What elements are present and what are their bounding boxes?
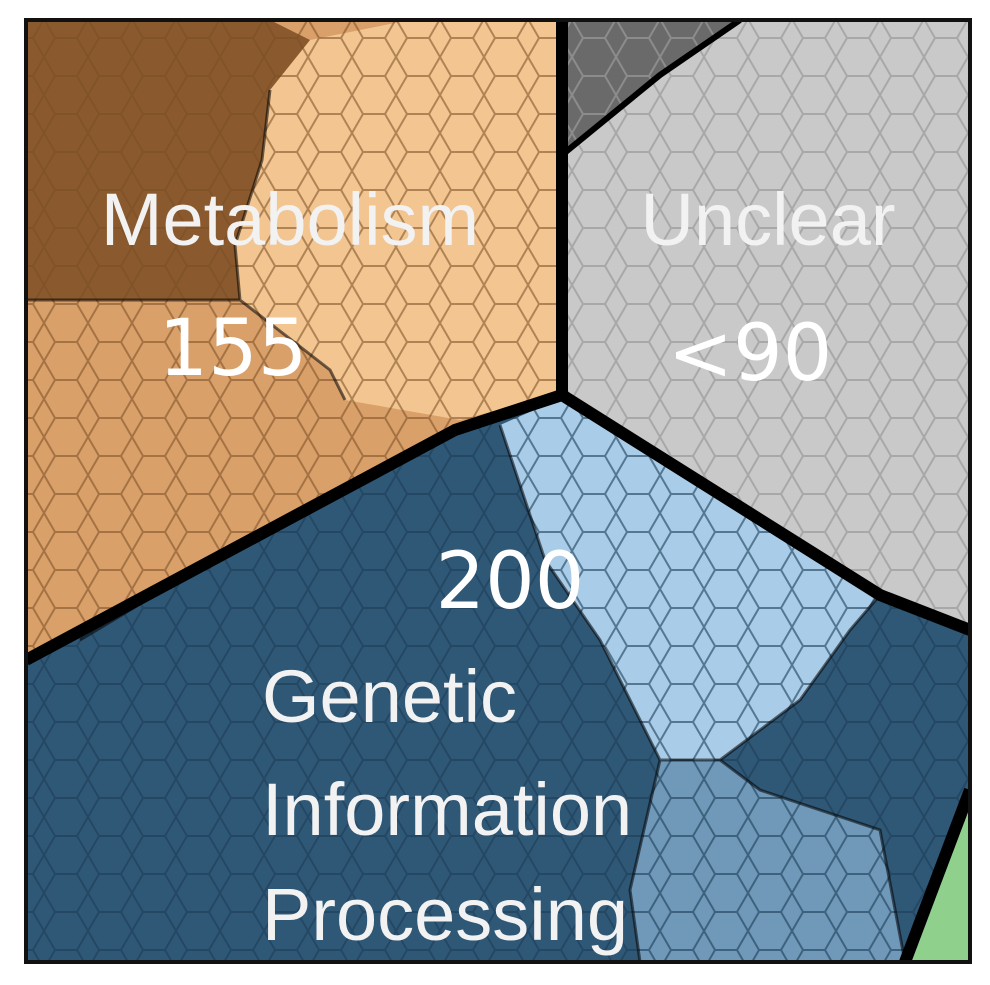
value-metabolism: 155 <box>159 304 308 394</box>
value-unclear: <90 <box>668 309 833 399</box>
label-unclear: Unclear <box>641 178 896 261</box>
value-genetic-information-processing: 200 <box>436 537 585 627</box>
label-gip-line-1: Genetic <box>262 655 517 738</box>
label-gip-line-3: Processing <box>262 873 628 956</box>
label-metabolism: Metabolism <box>101 178 479 261</box>
label-gip-line-2: Information <box>262 768 632 851</box>
